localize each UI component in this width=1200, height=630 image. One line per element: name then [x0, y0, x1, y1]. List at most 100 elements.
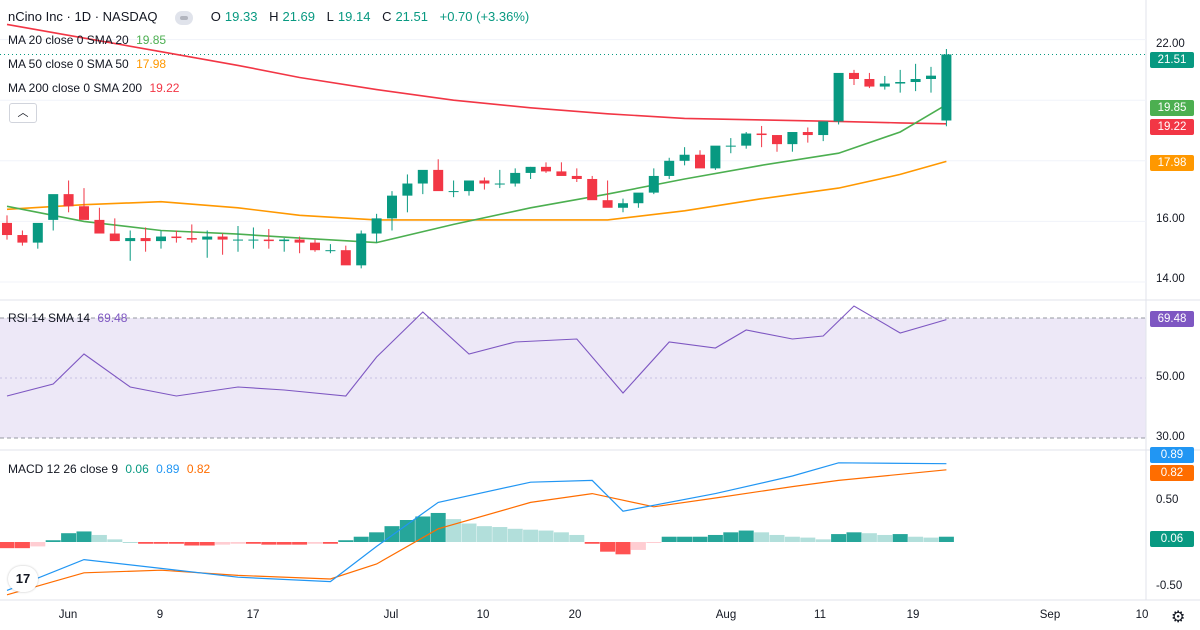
candle: [648, 168, 659, 195]
candle: [310, 239, 320, 252]
candle: [156, 230, 166, 249]
candle: [879, 75, 890, 90]
macd-hist-bar: [723, 532, 739, 542]
macd-hist-bar: [692, 536, 708, 542]
macd-hist-bar: [661, 536, 677, 542]
ohlc-values: O 19.33 H 21.69 L 19.14 C 21.51 +0.70 (+3.36…: [211, 9, 533, 24]
x-tick: 19: [906, 609, 920, 621]
gear-icon[interactable]: ⚙: [1171, 609, 1186, 626]
candle-body: [679, 154, 690, 161]
candle: [340, 245, 351, 266]
candle: [109, 218, 120, 242]
candle: [664, 157, 675, 179]
price-tick: 16.00: [1156, 213, 1185, 225]
ma20-value: 19.85: [136, 33, 167, 47]
macd-hist-bar: [230, 542, 246, 544]
candle: [772, 135, 782, 152]
ma20-badge: 19.85: [1150, 100, 1194, 116]
candle-body: [140, 238, 151, 242]
candle: [602, 180, 613, 208]
ma200-value: 19.22: [149, 81, 180, 95]
macd-hist-bar: [938, 536, 954, 542]
candle-body: [602, 200, 613, 208]
candle: [48, 194, 59, 231]
candle-body: [833, 72, 844, 122]
candle: [140, 227, 151, 252]
ma200-badge: 19.22: [1150, 119, 1194, 135]
candle-body: [648, 175, 659, 193]
candle-body: [248, 239, 259, 241]
ma50-legend[interactable]: MA 50 close 0 SMA 50 17.98: [8, 56, 170, 72]
x-tick: 11: [814, 609, 826, 621]
rsi-value: 69.48: [97, 311, 128, 325]
candle: [926, 66, 936, 93]
candle: [371, 213, 382, 243]
macd-hist-bar: [61, 533, 77, 542]
macd-hist-bar: [677, 536, 693, 542]
candle-body: [371, 218, 382, 234]
ma20-legend[interactable]: MA 20 close 0 SMA 20 19.85: [8, 32, 170, 48]
candle-body: [633, 192, 644, 204]
candle-body: [48, 194, 59, 220]
candle: [479, 177, 490, 190]
close-value: 21.51: [395, 9, 428, 24]
macd-hist-bar: [600, 542, 616, 552]
macd-tick: 0.50: [1156, 494, 1179, 506]
candle-body: [310, 242, 320, 251]
candle-body: [417, 169, 428, 184]
candle-body: [79, 206, 89, 220]
price-pane: [2, 23, 952, 269]
candle: [618, 198, 628, 213]
hist-badge: 0.06: [1150, 531, 1194, 547]
candle-body: [433, 169, 444, 192]
candle: [864, 72, 875, 89]
macd-hist-bar: [14, 542, 30, 549]
ma200-legend[interactable]: MA 200 close 0 SMA 200 19.22: [8, 80, 183, 96]
macd-hist-bar: [846, 532, 862, 542]
candle: [541, 162, 551, 173]
macd-hist-bar: [538, 530, 554, 542]
candle-body: [325, 250, 336, 252]
macd-legend[interactable]: MACD 12 26 close 9 0.06 0.89 0.82: [8, 461, 214, 477]
macd-badge: 0.89: [1150, 447, 1194, 463]
candle-body: [879, 83, 890, 87]
x-tick: Jun: [58, 609, 78, 621]
chevron-up-icon: ︿: [17, 107, 29, 119]
candle: [263, 228, 274, 249]
symbol-title[interactable]: nCino Inc · 1D · NASDAQ: [8, 9, 158, 24]
candle-body: [32, 222, 43, 243]
candle-body: [17, 235, 28, 243]
macd-hist-bar: [168, 542, 184, 544]
eye-icon[interactable]: [175, 10, 194, 25]
macd-hist-value: 0.06: [125, 462, 149, 476]
tradingview-logo[interactable]: 17: [8, 566, 38, 592]
candle-body: [263, 239, 274, 242]
candle-body: [402, 183, 413, 196]
candle: [63, 180, 74, 213]
candle: [710, 145, 721, 170]
macd-hist-bar: [184, 542, 200, 546]
candle-body: [910, 78, 921, 83]
macd-line-value: 0.89: [156, 462, 180, 476]
macd-signal-value: 0.82: [186, 462, 211, 476]
candle: [941, 48, 952, 127]
rsi-legend[interactable]: RSI 14 SMA 14 69.48: [8, 310, 131, 326]
ma20-label: MA 20 close 0 SMA 20: [8, 33, 129, 47]
x-tick: 10: [476, 609, 490, 621]
candle: [356, 230, 367, 269]
candle: [818, 121, 829, 142]
collapse-legend-button[interactable]: ︿: [9, 103, 37, 123]
candle-body: [2, 222, 12, 236]
candle-body: [895, 82, 906, 84]
candle-body: [787, 132, 798, 145]
macd-hist-bar: [245, 542, 261, 544]
candle-body: [356, 233, 367, 266]
price-tick: 14.00: [1156, 273, 1185, 285]
macd-hist-bar: [399, 520, 415, 542]
candle: [910, 63, 921, 92]
candle: [417, 169, 428, 195]
x-tick: Aug: [715, 609, 737, 621]
signal-badge: 0.82: [1150, 465, 1194, 481]
candle-body: [525, 166, 536, 173]
